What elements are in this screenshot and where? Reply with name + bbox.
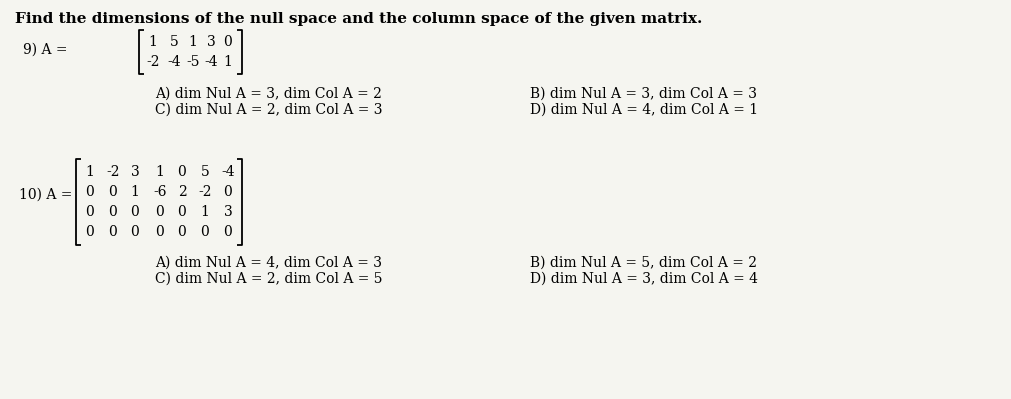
- Text: 0: 0: [223, 35, 233, 49]
- Text: 1: 1: [200, 205, 209, 219]
- Text: Find the dimensions of the null space and the column space of the given matrix.: Find the dimensions of the null space an…: [15, 12, 702, 26]
- Text: B) dim Nul A = 5, dim Col A = 2: B) dim Nul A = 5, dim Col A = 2: [530, 256, 756, 270]
- Text: -2: -2: [198, 185, 211, 199]
- Text: 9) A =: 9) A =: [23, 43, 68, 57]
- Text: D) dim Nul A = 4, dim Col A = 1: D) dim Nul A = 4, dim Col A = 1: [530, 103, 757, 117]
- Text: 0: 0: [200, 225, 209, 239]
- Text: 1: 1: [188, 35, 197, 49]
- Text: 0: 0: [108, 185, 117, 199]
- Text: 0: 0: [86, 225, 94, 239]
- Text: 3: 3: [130, 165, 140, 179]
- Text: -4: -4: [221, 165, 235, 179]
- Text: 0: 0: [108, 225, 117, 239]
- Text: A) dim Nul A = 3, dim Col A = 2: A) dim Nul A = 3, dim Col A = 2: [155, 87, 381, 101]
- Text: B) dim Nul A = 3, dim Col A = 3: B) dim Nul A = 3, dim Col A = 3: [530, 87, 756, 101]
- Text: 1: 1: [130, 185, 140, 199]
- Text: -6: -6: [153, 185, 167, 199]
- Text: 3: 3: [206, 35, 215, 49]
- Text: -4: -4: [204, 55, 217, 69]
- Text: 0: 0: [108, 205, 117, 219]
- Text: 0: 0: [223, 225, 233, 239]
- Text: 1: 1: [156, 165, 164, 179]
- Text: 0: 0: [86, 185, 94, 199]
- Text: 0: 0: [178, 165, 186, 179]
- Text: 1: 1: [149, 35, 158, 49]
- Text: 0: 0: [156, 205, 164, 219]
- Text: 3: 3: [223, 205, 233, 219]
- Text: 1: 1: [223, 55, 233, 69]
- Text: 1: 1: [86, 165, 94, 179]
- Text: C) dim Nul A = 2, dim Col A = 3: C) dim Nul A = 2, dim Col A = 3: [155, 103, 382, 117]
- Text: 0: 0: [223, 185, 233, 199]
- Text: 2: 2: [178, 185, 186, 199]
- Text: -2: -2: [147, 55, 160, 69]
- Text: C) dim Nul A = 2, dim Col A = 5: C) dim Nul A = 2, dim Col A = 5: [155, 272, 382, 286]
- Text: 0: 0: [130, 225, 140, 239]
- Text: D) dim Nul A = 3, dim Col A = 4: D) dim Nul A = 3, dim Col A = 4: [530, 272, 757, 286]
- Text: -4: -4: [167, 55, 181, 69]
- Text: 0: 0: [156, 225, 164, 239]
- Text: 10) A =: 10) A =: [18, 188, 72, 202]
- Text: A) dim Nul A = 4, dim Col A = 3: A) dim Nul A = 4, dim Col A = 3: [155, 256, 381, 270]
- Text: 5: 5: [170, 35, 178, 49]
- Text: 0: 0: [178, 225, 186, 239]
- Text: -2: -2: [106, 165, 119, 179]
- Text: 5: 5: [200, 165, 209, 179]
- Text: -5: -5: [186, 55, 199, 69]
- Text: 0: 0: [178, 205, 186, 219]
- Text: 0: 0: [86, 205, 94, 219]
- Text: 0: 0: [130, 205, 140, 219]
